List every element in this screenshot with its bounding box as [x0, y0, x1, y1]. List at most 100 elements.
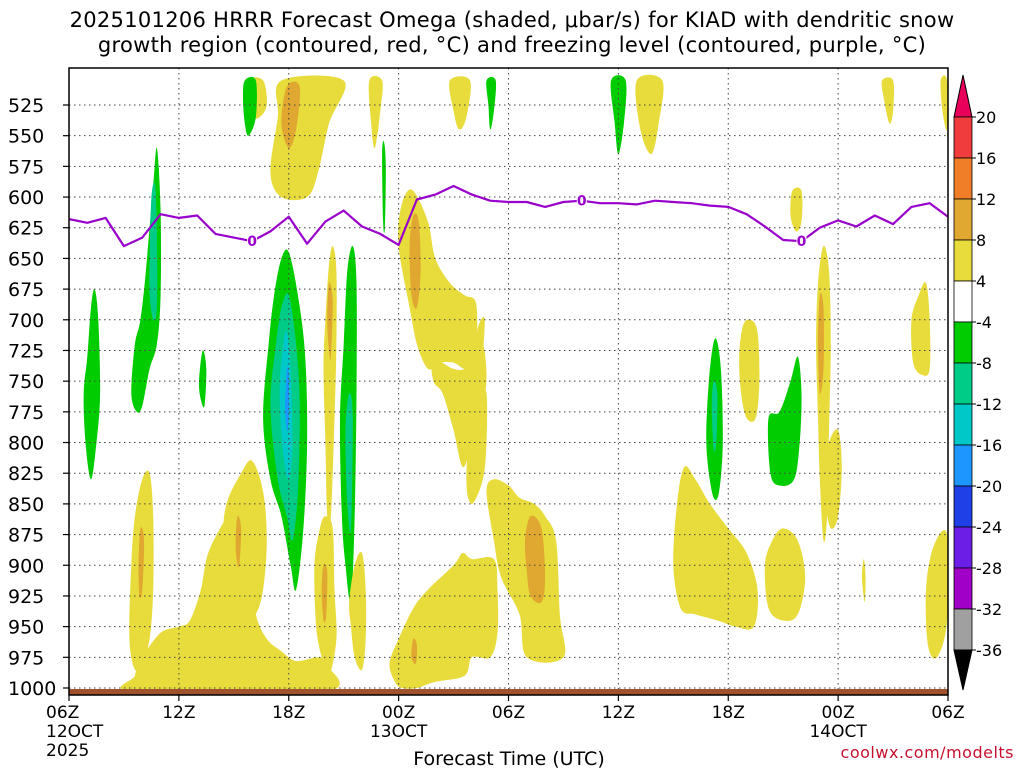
omega-orange-t04: [138, 527, 145, 599]
freezing-label-bg: [796, 233, 807, 249]
x-tick-label: 12Z: [162, 703, 195, 723]
colorbar-bin: [953, 116, 973, 159]
freezing-level-label: 0: [247, 234, 257, 250]
omega-orange-t12: [281, 81, 301, 149]
colorbar-label: -4: [976, 313, 992, 332]
colorbar-label: -20: [976, 477, 1002, 496]
freezing-level-contour: 0 0 0: [69, 184, 948, 250]
colorbar-bin: [953, 321, 973, 364]
x-axis-label: Forecast Time (UTC): [413, 748, 604, 768]
x-tick-label: 00Z: [821, 703, 854, 723]
omega-teal-t17: [345, 392, 353, 534]
omega-yellow-t23top: [449, 76, 471, 130]
y-tick-label: 950: [8, 617, 44, 639]
omega-yellow-t48lo: [925, 530, 948, 659]
omega-orange-t20lo: [411, 638, 418, 665]
freezing-level-label: 0: [577, 194, 587, 210]
omega-yellow-t46: [911, 282, 931, 376]
omega-green-t29top: [610, 75, 627, 155]
chart-title-line-2: growth region (contoured, red, °C) and f…: [97, 33, 927, 57]
omega-shading: [83, 74, 948, 695]
colorbar-bin: [953, 526, 973, 569]
omega-green-t03: [83, 288, 101, 480]
omega-blue-t15: [285, 366, 290, 431]
y-tick-label: 875: [8, 525, 44, 547]
y-tick-label: 625: [8, 218, 44, 240]
site-credit: coolwx.com/modelts: [840, 743, 1014, 762]
colorbar-label: 8: [976, 231, 986, 250]
colorbar-bin: [953, 280, 973, 323]
omega-orange-t08: [235, 515, 242, 568]
omega-yellow-t46top: [881, 77, 895, 124]
colorbar-bin: [953, 198, 973, 241]
omega-yellow-t44lo: [861, 559, 866, 603]
y-tick-label: 750: [8, 371, 44, 393]
x-tick-label: 06Z: [492, 703, 525, 723]
x-tick-label: 18Z: [712, 703, 745, 723]
colorbar-label: -16: [976, 436, 1002, 455]
omega-yellow-t20lo: [389, 552, 499, 689]
colorbar-label: -28: [976, 559, 1002, 578]
y-tick-label: 800: [8, 433, 44, 455]
y-tick-label: 825: [8, 463, 44, 485]
colorbar-bin: [953, 239, 973, 282]
colorbar-bottom-arrow: [953, 649, 973, 691]
colorbar-label: -32: [976, 600, 1002, 619]
colorbar-bin: [953, 362, 973, 405]
omega-yellow-t48top: [940, 75, 948, 131]
omega-yellow-t17top: [368, 75, 383, 149]
x-tick-label: 2025: [46, 741, 89, 761]
freezing-label-bg: [576, 192, 587, 208]
x-tick-label: 06Z: [931, 703, 964, 723]
colorbar-bin: [953, 444, 973, 487]
colorbar-bin: [953, 567, 973, 610]
colorbar-label: -24: [976, 518, 1002, 537]
y-tick-label: 550: [8, 126, 44, 148]
y-tick-label: 900: [8, 555, 44, 577]
omega-green-t07: [198, 350, 207, 408]
y-tick-label: 575: [8, 156, 44, 178]
omega-green-t39: [767, 356, 802, 486]
omega-yellow-t38: [764, 528, 806, 621]
omega-yellow-t32top: [635, 74, 664, 155]
colorbar-bin: [953, 157, 973, 200]
omega-orange-t14lo: [321, 563, 328, 623]
y-tick-label: 975: [8, 647, 44, 669]
colorbar-top-arrow: [953, 74, 973, 118]
y-tick-label: 650: [8, 248, 44, 270]
omega-yellow-t22: [466, 389, 488, 504]
freezing-level-line: [69, 184, 948, 248]
freezing-label-bg: [247, 233, 258, 249]
omega-yellow-t16: [323, 246, 337, 527]
omega-yellow-t16lo: [349, 551, 367, 671]
y-tick-label: 725: [8, 340, 44, 362]
y-tick-label: 700: [8, 310, 44, 332]
omega-orange-t19: [409, 213, 421, 309]
omega-yellow-t37: [739, 319, 760, 422]
colorbar-label: -12: [976, 395, 1002, 414]
omega-yellow-t25: [477, 316, 485, 358]
x-tick-label: 00Z: [382, 703, 415, 723]
y-tick-label: 925: [8, 586, 44, 608]
omega-orange-t26: [524, 515, 546, 604]
omega-yellow-t39up: [790, 187, 803, 232]
x-tick-label: 06Z: [46, 703, 79, 723]
y-tick-label: 1000: [8, 678, 56, 700]
colorbar-label: 12: [976, 190, 996, 209]
y-tick-label: 850: [8, 494, 44, 516]
omega-yellow-t35: [673, 466, 759, 630]
omega-teal-t05: [149, 182, 158, 321]
omega-green-t17b: [382, 141, 386, 234]
colorbar-bin: [953, 403, 973, 446]
colorbar-bin: [953, 485, 973, 528]
colorbar-label: 4: [976, 272, 986, 291]
y-axis-ticks: 525 550 575 600 625 650 675 700 725 750 775 800 825 8…: [8, 95, 69, 700]
y-tick-label: 775: [8, 402, 44, 424]
x-tick-label: 18Z: [272, 703, 305, 723]
colorbar-label: 16: [976, 149, 996, 168]
ground-bar: [69, 689, 948, 695]
y-tick-label: 600: [8, 187, 44, 209]
x-tick-label: 12OCT: [46, 722, 104, 742]
y-tick-label: 525: [8, 95, 44, 117]
